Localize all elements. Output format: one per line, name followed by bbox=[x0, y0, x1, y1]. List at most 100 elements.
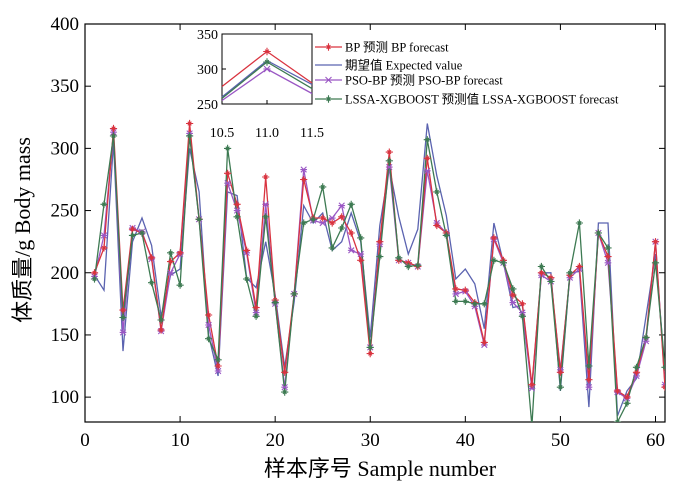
legend-label-0: BP 预测 BP forecast bbox=[345, 41, 449, 55]
series-marker-3 bbox=[128, 231, 137, 239]
series-marker-3 bbox=[471, 300, 479, 308]
inset-y-tick-label: 250 bbox=[197, 98, 218, 113]
series-marker-3 bbox=[205, 335, 213, 343]
y-tick-label: 350 bbox=[51, 76, 80, 97]
series-marker-2 bbox=[528, 385, 536, 392]
series-marker-2 bbox=[347, 247, 355, 254]
series-marker-2 bbox=[119, 329, 127, 336]
series-marker-0 bbox=[651, 238, 660, 246]
x-tick-label: 30 bbox=[361, 430, 380, 451]
series-marker-0 bbox=[490, 234, 498, 242]
series-marker-3 bbox=[604, 244, 612, 252]
inset-series-marker-0 bbox=[263, 47, 271, 56]
series-marker-3 bbox=[309, 215, 317, 223]
series-marker-2 bbox=[585, 383, 593, 391]
series-marker-0 bbox=[357, 256, 365, 264]
series-marker-3 bbox=[594, 229, 602, 237]
series-marker-0 bbox=[452, 285, 460, 293]
series-group bbox=[90, 119, 665, 422]
inset-x-tick-label: 10.5 bbox=[210, 126, 235, 141]
series-marker-3 bbox=[461, 297, 469, 305]
series-marker-2 bbox=[633, 372, 640, 380]
series-marker-2 bbox=[100, 232, 108, 239]
series-marker-3 bbox=[290, 290, 298, 298]
series-marker-3 bbox=[556, 383, 564, 391]
series-marker-2 bbox=[509, 299, 517, 306]
series-marker-3 bbox=[414, 261, 422, 269]
x-tick-label: 60 bbox=[646, 430, 665, 451]
inset-y-tick-label: 300 bbox=[197, 63, 218, 78]
series-marker-0 bbox=[385, 148, 393, 156]
series-marker-3 bbox=[148, 279, 156, 287]
series-marker-0 bbox=[376, 238, 384, 246]
series-marker-3 bbox=[347, 200, 355, 208]
series-marker-3 bbox=[613, 418, 622, 422]
series-marker-0 bbox=[461, 286, 469, 294]
series-marker-3 bbox=[452, 297, 460, 305]
series-marker-2 bbox=[519, 309, 526, 316]
series-marker-3 bbox=[357, 234, 365, 242]
series-marker-3 bbox=[480, 300, 488, 308]
series-marker-2 bbox=[423, 167, 431, 174]
series-marker-3 bbox=[300, 219, 308, 227]
series-marker-3 bbox=[423, 136, 431, 144]
series-marker-2 bbox=[642, 337, 650, 345]
x-tick-label: 0 bbox=[80, 430, 90, 451]
series-marker-3 bbox=[366, 343, 374, 351]
series-marker-2 bbox=[604, 259, 612, 266]
series-marker-3 bbox=[547, 277, 555, 286]
series-marker-0 bbox=[537, 269, 545, 277]
series-marker-0 bbox=[243, 246, 251, 254]
series-marker-3 bbox=[157, 316, 165, 324]
series-marker-0 bbox=[233, 200, 241, 208]
series-marker-0 bbox=[433, 221, 441, 230]
x-tick-label: 50 bbox=[551, 430, 570, 451]
x-tick-label: 10 bbox=[171, 430, 190, 451]
series-marker-2 bbox=[167, 269, 174, 276]
series-marker-0 bbox=[109, 124, 118, 133]
series-marker-0 bbox=[300, 175, 308, 184]
series-marker-0 bbox=[518, 300, 526, 308]
series-marker-3 bbox=[138, 229, 146, 237]
series-marker-3 bbox=[233, 213, 241, 221]
series-marker-0 bbox=[205, 311, 213, 319]
series-marker-3 bbox=[433, 188, 441, 196]
series-marker-0 bbox=[224, 169, 232, 177]
inset-series-marker-2 bbox=[263, 65, 271, 73]
series-marker-0 bbox=[528, 381, 536, 389]
series-marker-2 bbox=[214, 367, 222, 375]
series-marker-0 bbox=[119, 306, 127, 314]
y-tick-label: 100 bbox=[51, 387, 80, 408]
series-marker-2 bbox=[281, 383, 289, 391]
x-axis-title: 样本序号 Sample number bbox=[264, 456, 497, 481]
series-marker-3 bbox=[385, 157, 393, 165]
series-marker-2 bbox=[357, 250, 365, 258]
legend-label-1: 期望值 Expected value bbox=[345, 58, 463, 73]
series-marker-0 bbox=[100, 244, 108, 252]
series-marker-3 bbox=[167, 249, 175, 257]
series-marker-3 bbox=[109, 132, 118, 140]
series-marker-0 bbox=[423, 154, 431, 162]
series-marker-3 bbox=[642, 333, 650, 341]
series-marker-2 bbox=[205, 321, 212, 329]
series-marker-3 bbox=[499, 259, 507, 267]
series-marker-3 bbox=[404, 262, 412, 271]
y-axis-title: 体质量/g Body mass bbox=[10, 137, 35, 323]
series-marker-3 bbox=[119, 313, 127, 322]
series-marker-3 bbox=[518, 312, 526, 320]
series-marker-0 bbox=[319, 214, 327, 222]
plot-frame bbox=[84, 23, 666, 423]
series-marker-0 bbox=[480, 338, 488, 346]
series-marker-3 bbox=[214, 356, 222, 364]
series-marker-3 bbox=[585, 362, 593, 370]
legend-marker-3 bbox=[324, 95, 333, 103]
series-marker-2 bbox=[110, 129, 117, 136]
series-marker-0 bbox=[262, 173, 270, 181]
series-marker-3 bbox=[575, 219, 583, 227]
series-marker-3 bbox=[490, 256, 498, 264]
legend-marker-0 bbox=[324, 43, 333, 51]
series-marker-0 bbox=[186, 119, 194, 128]
series-marker-3 bbox=[100, 200, 108, 208]
y-tick-label: 300 bbox=[51, 138, 80, 159]
series-marker-0 bbox=[623, 393, 631, 401]
